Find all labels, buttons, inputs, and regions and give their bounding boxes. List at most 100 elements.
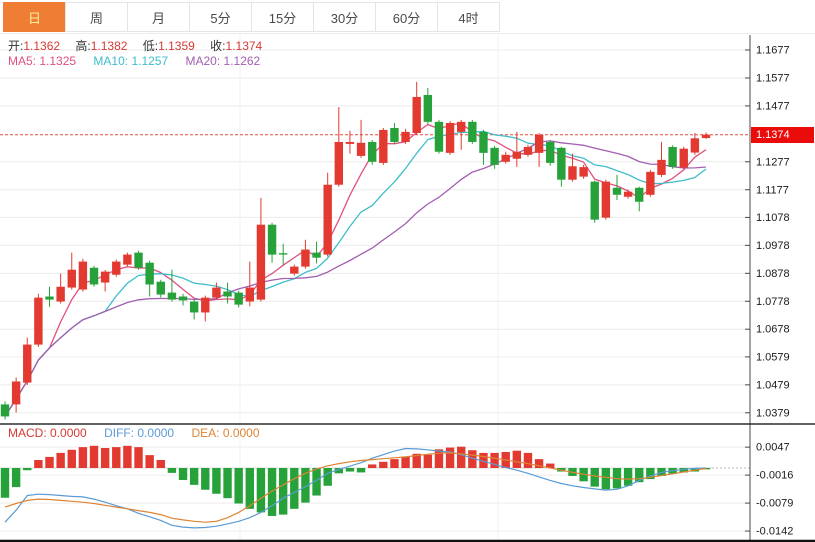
- macd-hist-bar: [167, 468, 177, 473]
- macd-hist-bar: [390, 459, 399, 468]
- tab-5min[interactable]: 5分: [189, 2, 252, 32]
- ohlc-readout: 开:1.1362 高:1.1382 低:1.1359 收:1.1374: [8, 37, 274, 54]
- candle-down: [156, 281, 165, 295]
- price-axis-label: 1.0379: [756, 407, 790, 419]
- price-axis-label: 1.1677: [756, 45, 790, 57]
- macd-hist-bar: [223, 468, 232, 499]
- low-label: 低:: [142, 39, 159, 53]
- candle-down: [278, 253, 288, 255]
- candle-up: [34, 297, 43, 345]
- macd-hist-bar: [234, 468, 243, 504]
- candle-down: [479, 131, 488, 153]
- candle-up: [379, 129, 388, 163]
- high-label: 高:: [75, 39, 91, 53]
- candle-down: [45, 296, 54, 300]
- candle-up: [601, 181, 611, 218]
- ma10-readout: MA10: 1.1257: [93, 54, 169, 68]
- candle-up: [523, 146, 533, 155]
- ma5-line: [4, 122, 707, 417]
- macd-hist-bar: [278, 468, 288, 515]
- price-axis-label: 1.0878: [756, 268, 790, 280]
- candle-down: [423, 94, 433, 122]
- macd-hist-bar: [356, 468, 366, 473]
- macd-hist-bar: [123, 445, 132, 468]
- macd-hist-bar: [457, 446, 466, 468]
- macd-hist-bar: [623, 468, 633, 486]
- macd-hist-bar: [679, 468, 688, 473]
- ma5-readout: MA5: 1.1325: [8, 54, 77, 68]
- macd-hist-bar: [523, 452, 533, 468]
- ma-readout: MA5: 1.1325 MA10: 1.1257 MA20: 1.1262: [8, 54, 260, 68]
- candle-up: [345, 141, 355, 144]
- macd-axis-label: -0.0079: [756, 498, 793, 510]
- price-axis-label: 1.1177: [756, 184, 789, 196]
- candle-down: [612, 187, 622, 195]
- candle-down: [267, 224, 277, 255]
- macd-hist-bar: [323, 468, 332, 486]
- price-axis-label: 1.1078: [756, 212, 790, 224]
- dea-value-readout: DEA: 0.0000: [191, 426, 260, 440]
- candle-up: [67, 269, 76, 288]
- price-axis-label: 1.0579: [756, 351, 790, 363]
- diff-value-readout: DIFF: 0.0000: [104, 426, 175, 440]
- candle-down: [223, 291, 232, 297]
- diff-line: [4, 447, 707, 529]
- candle-up: [290, 266, 299, 274]
- candle-up: [323, 184, 332, 255]
- close-label: 收:: [210, 39, 226, 53]
- macd-hist-bar: [412, 453, 421, 468]
- low-value: 1.1359: [158, 39, 195, 53]
- macd-hist-bar: [245, 468, 254, 509]
- candle-up: [512, 151, 522, 159]
- macd-axis-label: -0.0142: [756, 526, 793, 538]
- macd-hist-bar: [156, 460, 165, 468]
- candle-up: [646, 171, 655, 195]
- tab-30min[interactable]: 30分: [313, 2, 376, 32]
- macd-hist-bar: [534, 459, 544, 468]
- tab-60min[interactable]: 60分: [375, 2, 438, 32]
- macd-hist-bar: [11, 468, 21, 488]
- tab-15min[interactable]: 15分: [251, 2, 314, 32]
- macd-hist-bar: [423, 454, 433, 468]
- macd-hist-bar: [212, 468, 221, 494]
- candle-up: [301, 249, 310, 267]
- macd-hist-bar: [45, 456, 54, 468]
- macd-hist-bar: [23, 468, 32, 471]
- macd-hist-bar: [178, 468, 188, 480]
- candle-up: [23, 344, 32, 383]
- macd-hist-bar: [0, 468, 10, 498]
- candle-up: [690, 138, 700, 153]
- macd-hist-bar: [189, 468, 199, 485]
- high-value: 1.1382: [90, 39, 128, 53]
- last-price-badge: 1.1374: [751, 127, 814, 143]
- ma20-line: [4, 140, 707, 417]
- tab-weekly[interactable]: 周: [65, 2, 128, 32]
- candle-up: [568, 166, 577, 180]
- tab-4hour[interactable]: 4时: [437, 2, 500, 32]
- macd-hist-bar: [201, 468, 210, 490]
- price-axis-label: 1.0778: [756, 296, 790, 308]
- macd-hist-bar: [301, 468, 310, 503]
- candle-down: [234, 292, 243, 305]
- macd-hist-bar: [134, 447, 143, 468]
- candle-up: [679, 148, 688, 168]
- candle-up: [334, 141, 344, 185]
- candle-up: [534, 134, 544, 153]
- tab-monthly[interactable]: 月: [127, 2, 190, 32]
- macd-hist-bar: [635, 468, 644, 483]
- macd-hist-bar: [546, 463, 555, 468]
- price-axis-label: 1.1277: [756, 156, 790, 168]
- macd-hist-bar: [290, 468, 299, 509]
- macd-hist-bar: [379, 461, 388, 468]
- candle-down: [167, 292, 177, 300]
- macd-axis-label: -0.0016: [756, 470, 793, 482]
- candle-up: [123, 254, 132, 265]
- candle-up: [56, 286, 65, 302]
- candle-down: [178, 296, 188, 301]
- macd-hist-bar: [312, 468, 321, 496]
- macd-hist-bar: [401, 456, 410, 468]
- tab-daily[interactable]: 日: [3, 2, 66, 32]
- macd-hist-bar: [89, 445, 99, 468]
